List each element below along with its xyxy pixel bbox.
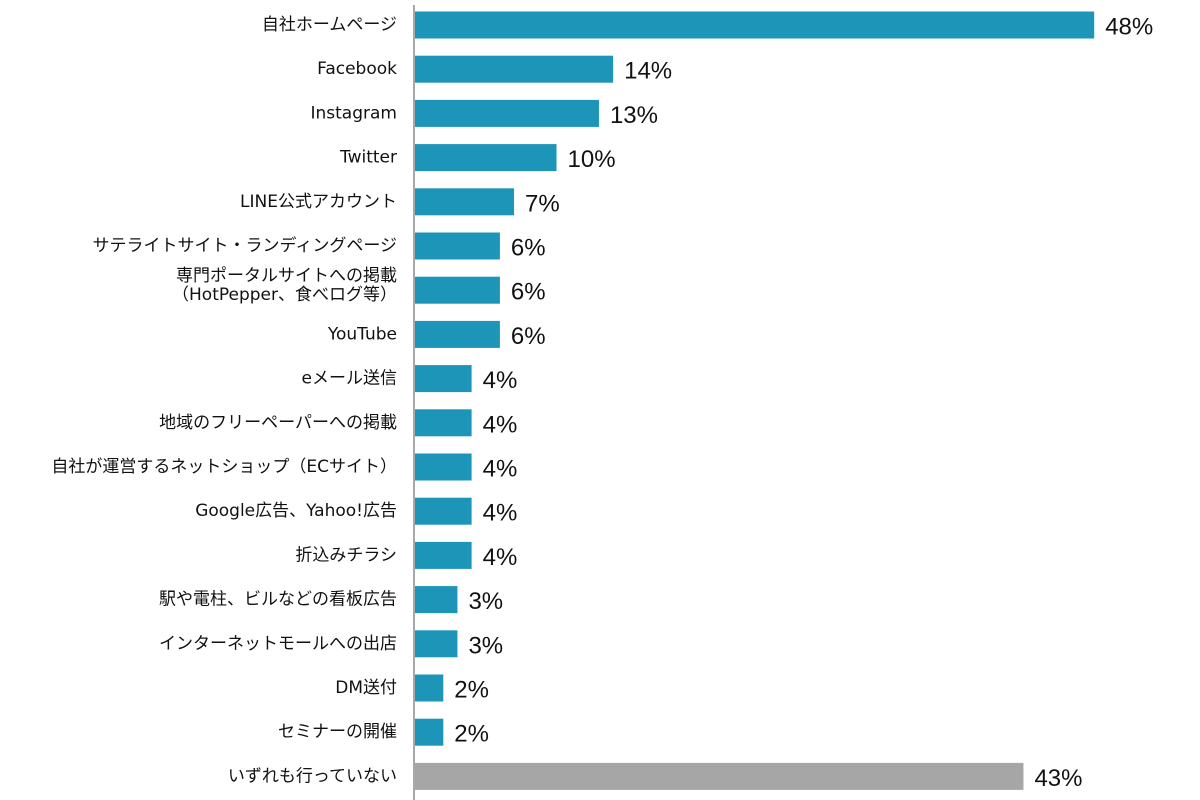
- category-label: Facebook: [317, 59, 397, 79]
- category-label: Twitter: [339, 148, 397, 168]
- data-label: 2%: [454, 677, 489, 704]
- category-label: いずれも行っていない: [228, 766, 397, 786]
- bar: [415, 718, 444, 746]
- data-label: 14%: [624, 58, 672, 85]
- data-label: 6%: [511, 279, 546, 306]
- category-label: 自社が運営するネットショップ（ECサイト）: [51, 457, 397, 477]
- category-label: 自社ホームページ: [262, 15, 397, 35]
- category-label: eメール送信: [302, 369, 397, 389]
- bar: [415, 144, 557, 172]
- bar: [415, 541, 472, 569]
- data-label: 2%: [454, 721, 489, 748]
- bar: [415, 630, 458, 658]
- data-label: 3%: [468, 632, 503, 659]
- data-label: 43%: [1034, 765, 1082, 792]
- category-label: 地域のフリーペーパーへの掲載: [159, 413, 397, 433]
- bar: [415, 497, 472, 525]
- category-label: Google広告、Yahoo!広告: [195, 501, 397, 521]
- data-label: 4%: [483, 411, 518, 438]
- data-label: 13%: [610, 102, 658, 129]
- data-label: 4%: [483, 367, 518, 394]
- bar: [415, 99, 599, 127]
- category-label: YouTube: [327, 324, 397, 344]
- category-label: Instagram: [311, 103, 398, 123]
- category-label: 駅や電柱、ビルなどの看板広告: [159, 590, 397, 610]
- bar: [415, 320, 500, 348]
- category-label: 専門ポータルサイトへの掲載（HotPepper、食べログ等）: [172, 266, 397, 305]
- data-label: 6%: [511, 235, 546, 262]
- bar: [415, 188, 515, 216]
- bar: [415, 365, 472, 393]
- category-label: インターネットモールへの出店: [159, 634, 397, 654]
- category-label: サテライトサイト・ランディングページ: [93, 235, 397, 256]
- bar: [415, 409, 472, 437]
- bar: [415, 11, 1095, 39]
- data-label: 4%: [483, 544, 518, 571]
- bar: [415, 453, 472, 481]
- bar: [415, 55, 614, 83]
- data-label: 6%: [511, 323, 546, 350]
- data-label: 48%: [1105, 14, 1153, 41]
- category-label: DM送付: [335, 678, 397, 698]
- bar: [415, 232, 500, 260]
- data-label: 4%: [483, 456, 518, 483]
- category-label: LINE公式アカウント: [240, 192, 397, 212]
- bar: [415, 586, 458, 614]
- category-label: セミナーの開催: [278, 722, 397, 742]
- data-label: 10%: [568, 146, 616, 173]
- bar: [415, 762, 1024, 790]
- data-label: 3%: [468, 588, 503, 615]
- category-label: 折込みチラシ: [295, 545, 397, 565]
- data-label: 7%: [525, 190, 560, 217]
- data-label: 4%: [483, 500, 518, 527]
- bar: [415, 674, 444, 702]
- bar: [415, 276, 500, 304]
